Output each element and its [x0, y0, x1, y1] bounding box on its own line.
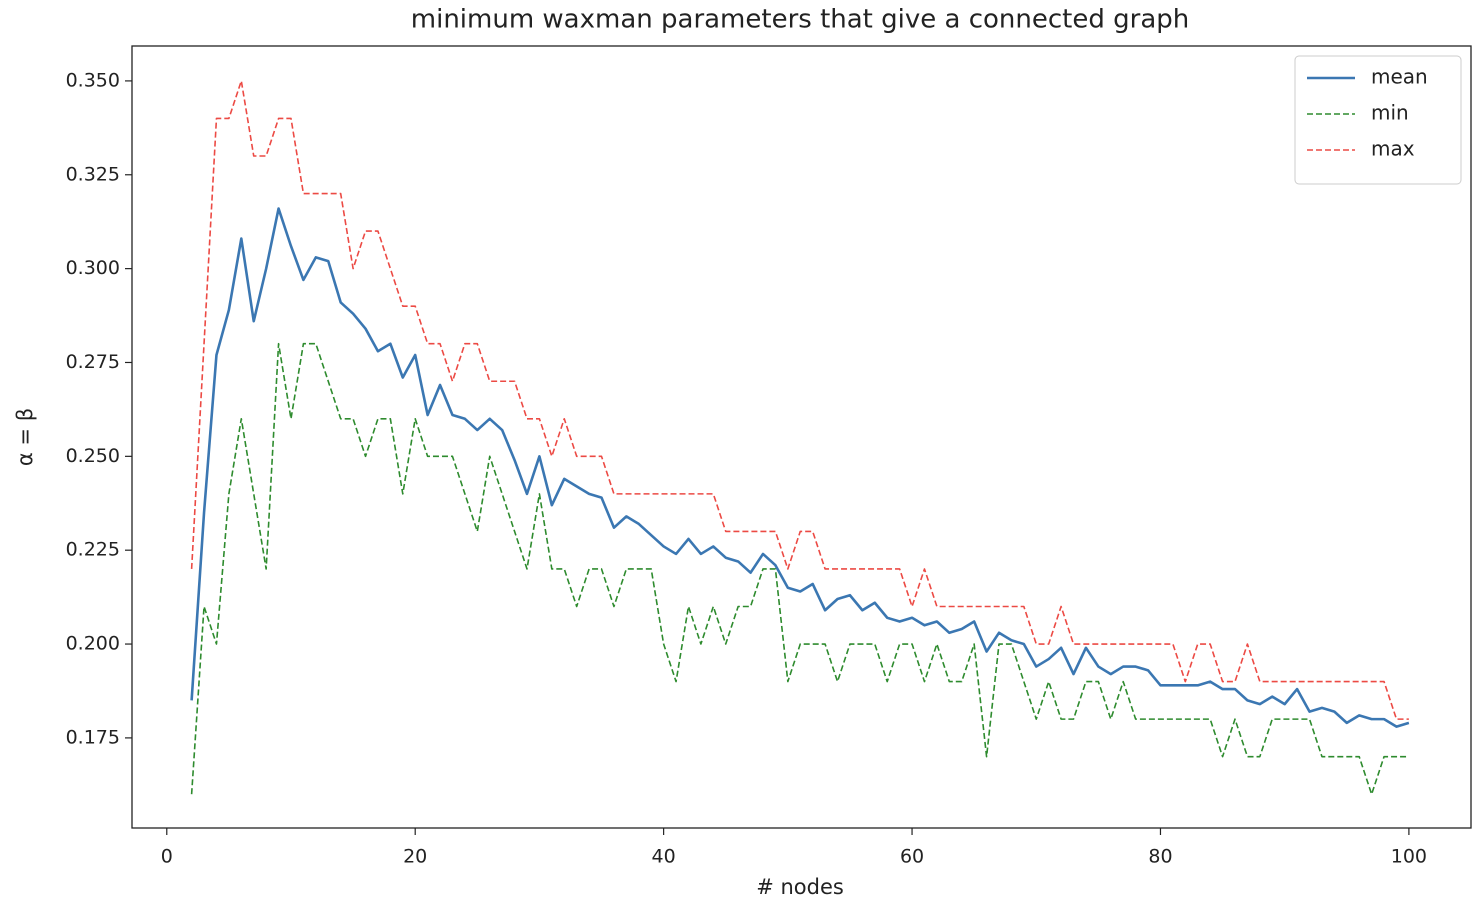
x-tick-label: 20 — [403, 846, 427, 868]
y-tick-label: 0.175 — [66, 726, 120, 748]
axes-frame — [131, 45, 1472, 829]
x-tick-label: 80 — [1148, 846, 1172, 868]
legend-label: min — [1371, 101, 1409, 125]
y-tick-label: 0.250 — [66, 445, 120, 467]
x-tick-label: 100 — [1391, 846, 1427, 868]
y-axis-label: α = β — [13, 408, 37, 466]
legend-label: mean — [1371, 65, 1428, 89]
x-tick-label: 0 — [161, 846, 173, 868]
x-tick-label: 40 — [652, 846, 676, 868]
series-line — [190, 342, 1409, 796]
legend-label: max — [1371, 137, 1415, 161]
legend: mean min max — [1294, 55, 1462, 185]
y-tick-label: 0.200 — [66, 633, 120, 655]
y-tick-label: 0.300 — [66, 257, 120, 279]
x-tick-label: 60 — [900, 846, 924, 868]
y-tick-label: 0.225 — [66, 539, 120, 561]
chart-title: minimum waxman parameters that give a co… — [411, 5, 1189, 35]
y-tick-label: 0.275 — [66, 351, 120, 373]
y-tick-label: 0.325 — [66, 163, 120, 185]
series-line — [190, 207, 1410, 728]
series-line — [190, 80, 1409, 720]
x-axis-label: # nodes — [756, 875, 844, 899]
y-tick-label: 0.350 — [66, 69, 120, 91]
legend-box — [1294, 55, 1462, 185]
